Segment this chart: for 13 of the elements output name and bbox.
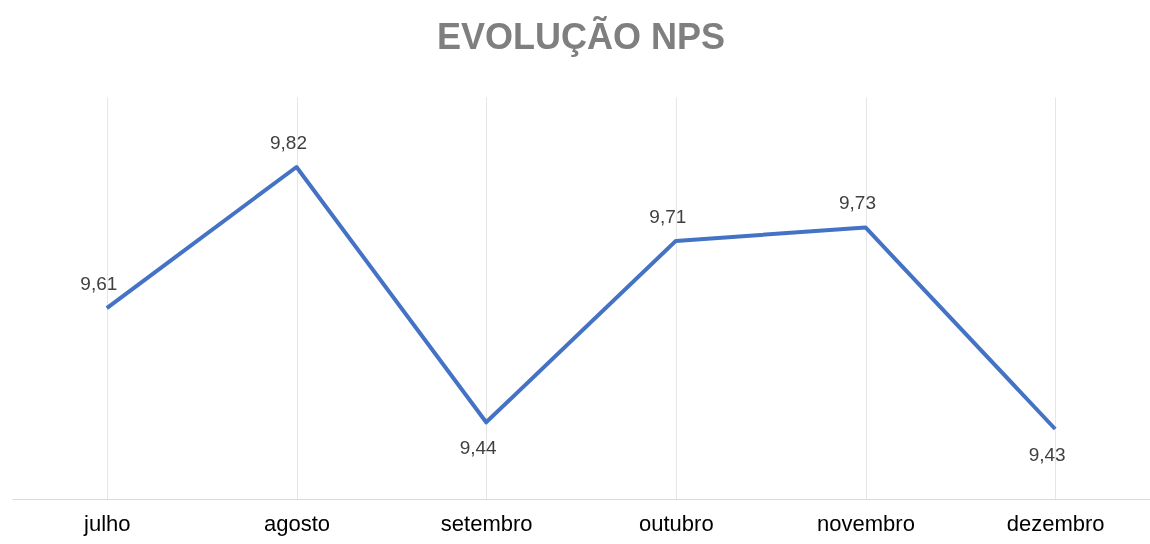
chart-title: EVOLUÇÃO NPS <box>436 15 726 57</box>
data-label: 9,43 <box>1028 444 1066 465</box>
x-tick-label: novembro <box>817 510 915 536</box>
data-label: 9,44 <box>459 437 498 459</box>
x-tick-label: dezembro <box>1006 510 1105 536</box>
x-tick-label: outubro <box>639 510 714 536</box>
data-label: 9,71 <box>649 205 687 227</box>
x-tick-label: julho <box>83 510 131 536</box>
x-tick-label: setembro <box>440 510 533 536</box>
data-label: 9,61 <box>80 273 118 295</box>
data-label: 9,82 <box>270 132 307 153</box>
data-label: 9,73 <box>839 192 876 214</box>
x-tick-label: agosto <box>263 510 331 536</box>
